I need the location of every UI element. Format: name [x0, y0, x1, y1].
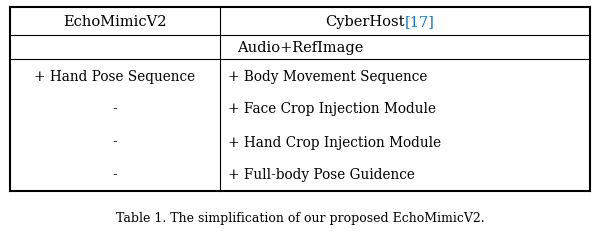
Text: + Body Movement Sequence: + Body Movement Sequence — [228, 69, 427, 83]
Text: -: - — [112, 135, 117, 149]
Text: + Full-body Pose Guidence: + Full-body Pose Guidence — [228, 168, 415, 182]
Text: + Hand Crop Injection Module: + Hand Crop Injection Module — [228, 135, 441, 149]
Text: -: - — [112, 168, 117, 182]
Text: -: - — [112, 102, 117, 116]
Text: + Hand Pose Sequence: + Hand Pose Sequence — [35, 69, 196, 83]
Text: [17]: [17] — [405, 15, 435, 29]
Text: CyberHost: CyberHost — [325, 15, 405, 29]
Text: CyberHost: CyberHost — [365, 15, 444, 29]
Text: EchoMimicV2: EchoMimicV2 — [63, 15, 167, 29]
Text: Audio+RefImage: Audio+RefImage — [237, 41, 363, 55]
Text: Table 1. The simplification of our proposed EchoMimicV2.: Table 1. The simplification of our propo… — [116, 211, 485, 224]
Text: + Face Crop Injection Module: + Face Crop Injection Module — [228, 102, 436, 116]
